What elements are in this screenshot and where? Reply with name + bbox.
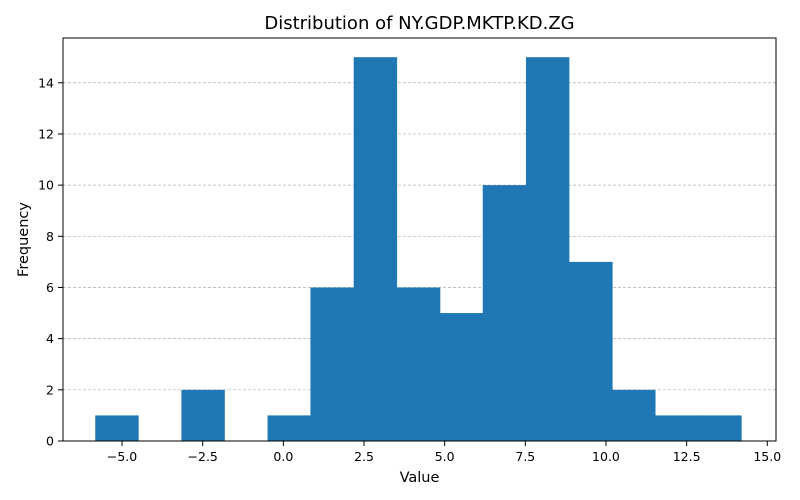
histogram-bar bbox=[310, 287, 355, 441]
x-tick-label: 0.0 bbox=[273, 449, 293, 464]
plot-frame bbox=[62, 37, 777, 442]
histogram-bar bbox=[95, 415, 139, 441]
histogram-bar bbox=[525, 57, 570, 441]
x-tick-label: 2.5 bbox=[354, 449, 374, 464]
y-tick-label: 14 bbox=[38, 75, 54, 90]
y-axis-label: Frequency bbox=[16, 202, 32, 277]
chart-title: Distribution of NY.GDP.MKTP.KD.ZG bbox=[264, 13, 574, 34]
histogram-bar bbox=[267, 415, 311, 441]
histogram-bar bbox=[439, 313, 484, 441]
x-tick-label: −5.0 bbox=[107, 449, 137, 464]
y-tick-label: 4 bbox=[46, 331, 54, 346]
x-axis-ticks: −5.0 −2.5 0.0 2.5 5.0 7.5 10.0 12.5 15.0 bbox=[107, 441, 781, 464]
histogram-bar bbox=[655, 415, 699, 441]
x-tick-label: 5.0 bbox=[435, 449, 455, 464]
y-tick-label: 6 bbox=[46, 280, 54, 295]
histogram-bar bbox=[181, 389, 225, 441]
y-tick-label: 0 bbox=[46, 434, 54, 449]
x-tick-label: −2.5 bbox=[188, 449, 218, 464]
y-tick-label: 2 bbox=[46, 382, 54, 397]
y-tick-label: 8 bbox=[46, 229, 54, 244]
histogram-bar bbox=[568, 261, 613, 441]
x-tick-label: 7.5 bbox=[515, 449, 535, 464]
histogram-bar bbox=[612, 389, 656, 441]
x-tick-label: 15.0 bbox=[753, 449, 781, 464]
x-tick-label: 12.5 bbox=[673, 449, 701, 464]
histogram-bar bbox=[482, 185, 527, 441]
y-tick-label: 12 bbox=[38, 126, 54, 141]
y-tick-label: 10 bbox=[38, 178, 54, 193]
x-tick-label: 10.0 bbox=[592, 449, 620, 464]
histogram-bar bbox=[698, 415, 742, 441]
x-axis-label: Value bbox=[400, 470, 440, 486]
histogram-bar bbox=[353, 57, 398, 441]
histogram-bars bbox=[95, 57, 742, 441]
histogram-bar bbox=[396, 287, 441, 441]
y-axis-ticks: 0 2 4 6 8 10 12 14 bbox=[38, 75, 63, 449]
